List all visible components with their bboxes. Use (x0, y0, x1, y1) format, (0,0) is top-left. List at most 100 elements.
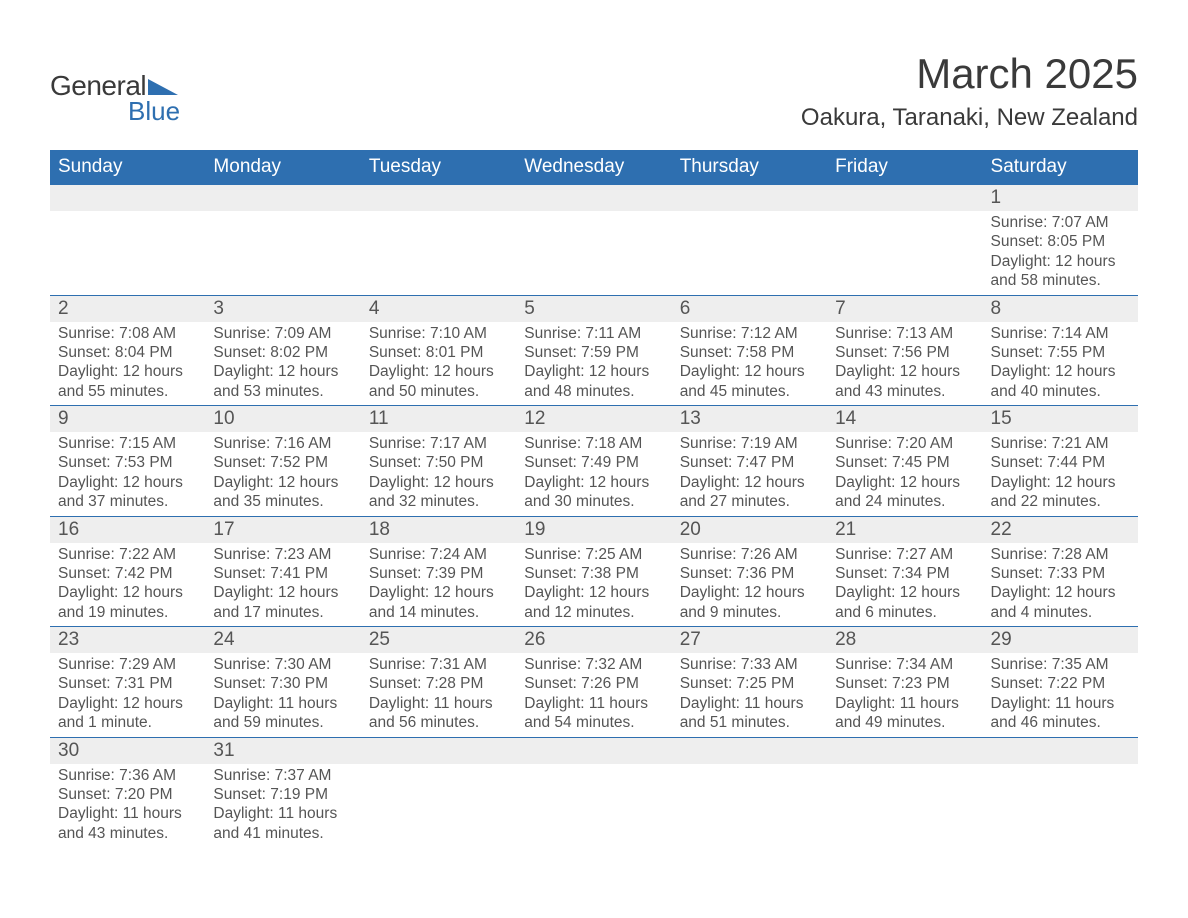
sunset-line: Sunset: 7:59 PM (524, 343, 663, 362)
sunset-line: Sunset: 7:33 PM (991, 564, 1130, 583)
sunrise-line: Sunrise: 7:20 AM (835, 434, 974, 453)
day-detail-cell: Sunrise: 7:09 AMSunset: 8:02 PMDaylight:… (205, 322, 360, 406)
day-number-cell: 27 (672, 627, 827, 654)
day-number-cell: 19 (516, 516, 671, 543)
daylight-line: Daylight: 12 hours and 27 minutes. (680, 473, 819, 512)
day-number-cell: 22 (983, 516, 1138, 543)
day-number-cell: 30 (50, 737, 205, 764)
day-detail-cell: Sunrise: 7:32 AMSunset: 7:26 PMDaylight:… (516, 653, 671, 737)
daylight-line: Daylight: 11 hours and 43 minutes. (58, 804, 197, 843)
day-number-cell (205, 185, 360, 212)
sunrise-line: Sunrise: 7:14 AM (991, 324, 1130, 343)
daylight-line: Daylight: 12 hours and 32 minutes. (369, 473, 508, 512)
sunrise-line: Sunrise: 7:22 AM (58, 545, 197, 564)
day-number-cell: 24 (205, 627, 360, 654)
day-detail-cell: Sunrise: 7:26 AMSunset: 7:36 PMDaylight:… (672, 543, 827, 627)
sunset-line: Sunset: 7:31 PM (58, 674, 197, 693)
day-detail-cell: Sunrise: 7:11 AMSunset: 7:59 PMDaylight:… (516, 322, 671, 406)
day-number-cell: 17 (205, 516, 360, 543)
day-detail-cell: Sunrise: 7:12 AMSunset: 7:58 PMDaylight:… (672, 322, 827, 406)
sunset-line: Sunset: 7:34 PM (835, 564, 974, 583)
sunrise-line: Sunrise: 7:34 AM (835, 655, 974, 674)
day-number-cell: 13 (672, 406, 827, 433)
daylight-line: Daylight: 11 hours and 54 minutes. (524, 694, 663, 733)
day-number-cell: 31 (205, 737, 360, 764)
sunset-line: Sunset: 7:52 PM (213, 453, 352, 472)
day-detail-cell: Sunrise: 7:08 AMSunset: 8:04 PMDaylight:… (50, 322, 205, 406)
day-detail-row: Sunrise: 7:22 AMSunset: 7:42 PMDaylight:… (50, 543, 1138, 627)
sunrise-line: Sunrise: 7:35 AM (991, 655, 1130, 674)
day-detail-cell: Sunrise: 7:20 AMSunset: 7:45 PMDaylight:… (827, 432, 982, 516)
weekday-header: Tuesday (361, 150, 516, 185)
sunrise-line: Sunrise: 7:21 AM (991, 434, 1130, 453)
sunset-line: Sunset: 8:02 PM (213, 343, 352, 362)
day-number-cell (516, 737, 671, 764)
weekday-header: Thursday (672, 150, 827, 185)
daylight-line: Daylight: 12 hours and 12 minutes. (524, 583, 663, 622)
sunset-line: Sunset: 7:49 PM (524, 453, 663, 472)
daylight-line: Daylight: 11 hours and 49 minutes. (835, 694, 974, 733)
day-detail-row: Sunrise: 7:08 AMSunset: 8:04 PMDaylight:… (50, 322, 1138, 406)
sunset-line: Sunset: 7:45 PM (835, 453, 974, 472)
daylight-line: Daylight: 12 hours and 55 minutes. (58, 362, 197, 401)
daylight-line: Daylight: 12 hours and 43 minutes. (835, 362, 974, 401)
day-detail-row: Sunrise: 7:15 AMSunset: 7:53 PMDaylight:… (50, 432, 1138, 516)
sunset-line: Sunset: 7:19 PM (213, 785, 352, 804)
day-detail-cell (361, 211, 516, 295)
weekday-header: Friday (827, 150, 982, 185)
daylight-line: Daylight: 12 hours and 58 minutes. (991, 252, 1130, 291)
day-detail-cell: Sunrise: 7:31 AMSunset: 7:28 PMDaylight:… (361, 653, 516, 737)
day-number-row: 1 (50, 185, 1138, 212)
day-detail-cell: Sunrise: 7:13 AMSunset: 7:56 PMDaylight:… (827, 322, 982, 406)
daylight-line: Daylight: 12 hours and 37 minutes. (58, 473, 197, 512)
day-detail-cell (516, 211, 671, 295)
day-number-cell (361, 737, 516, 764)
daylight-line: Daylight: 11 hours and 59 minutes. (213, 694, 352, 733)
day-detail-cell: Sunrise: 7:34 AMSunset: 7:23 PMDaylight:… (827, 653, 982, 737)
day-number-cell: 3 (205, 295, 360, 322)
daylight-line: Daylight: 12 hours and 19 minutes. (58, 583, 197, 622)
calendar-body: 1Sunrise: 7:07 AMSunset: 8:05 PMDaylight… (50, 185, 1138, 848)
sunrise-line: Sunrise: 7:29 AM (58, 655, 197, 674)
day-detail-cell (672, 764, 827, 848)
daylight-line: Daylight: 12 hours and 9 minutes. (680, 583, 819, 622)
day-detail-cell: Sunrise: 7:22 AMSunset: 7:42 PMDaylight:… (50, 543, 205, 627)
daylight-line: Daylight: 12 hours and 6 minutes. (835, 583, 974, 622)
sunset-line: Sunset: 7:26 PM (524, 674, 663, 693)
sunrise-line: Sunrise: 7:18 AM (524, 434, 663, 453)
daylight-line: Daylight: 12 hours and 35 minutes. (213, 473, 352, 512)
daylight-line: Daylight: 12 hours and 14 minutes. (369, 583, 508, 622)
sunrise-line: Sunrise: 7:28 AM (991, 545, 1130, 564)
daylight-line: Daylight: 11 hours and 56 minutes. (369, 694, 508, 733)
day-number-cell: 6 (672, 295, 827, 322)
day-number-cell: 2 (50, 295, 205, 322)
day-detail-row: Sunrise: 7:36 AMSunset: 7:20 PMDaylight:… (50, 764, 1138, 848)
calendar-table: SundayMondayTuesdayWednesdayThursdayFrid… (50, 150, 1138, 847)
day-number-cell (983, 737, 1138, 764)
sunset-line: Sunset: 7:44 PM (991, 453, 1130, 472)
sunset-line: Sunset: 7:47 PM (680, 453, 819, 472)
day-number-row: 23242526272829 (50, 627, 1138, 654)
day-number-cell: 7 (827, 295, 982, 322)
day-detail-cell (205, 211, 360, 295)
day-number-cell (50, 185, 205, 212)
sunset-line: Sunset: 8:05 PM (991, 232, 1130, 251)
sunrise-line: Sunrise: 7:33 AM (680, 655, 819, 674)
sunset-line: Sunset: 7:30 PM (213, 674, 352, 693)
weekday-header: Wednesday (516, 150, 671, 185)
sunrise-line: Sunrise: 7:10 AM (369, 324, 508, 343)
sunset-line: Sunset: 7:50 PM (369, 453, 508, 472)
day-number-cell (827, 185, 982, 212)
sunset-line: Sunset: 7:38 PM (524, 564, 663, 583)
sunset-line: Sunset: 7:39 PM (369, 564, 508, 583)
day-detail-cell (827, 764, 982, 848)
brand-logo: General Blue (50, 70, 180, 127)
day-detail-cell: Sunrise: 7:23 AMSunset: 7:41 PMDaylight:… (205, 543, 360, 627)
day-number-cell: 26 (516, 627, 671, 654)
sunrise-line: Sunrise: 7:25 AM (524, 545, 663, 564)
sunset-line: Sunset: 7:20 PM (58, 785, 197, 804)
sunrise-line: Sunrise: 7:23 AM (213, 545, 352, 564)
day-number-cell: 15 (983, 406, 1138, 433)
day-number-cell: 4 (361, 295, 516, 322)
sunset-line: Sunset: 7:41 PM (213, 564, 352, 583)
